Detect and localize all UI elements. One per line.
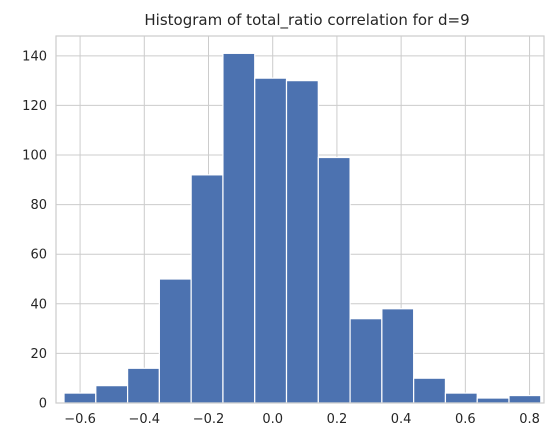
y-tick-label: 100 bbox=[22, 149, 47, 164]
histogram-bar bbox=[508, 394, 542, 404]
histogram-bar bbox=[63, 392, 97, 404]
y-tick-label: 40 bbox=[30, 297, 47, 312]
histogram-bar bbox=[95, 385, 129, 404]
histogram-bar bbox=[285, 80, 319, 404]
y-tick-label: 20 bbox=[30, 347, 47, 362]
x-tick-label: 0.4 bbox=[391, 412, 412, 427]
x-tick-label: −0.4 bbox=[129, 412, 161, 427]
chart-title: Histogram of total_ratio correlation for… bbox=[144, 11, 469, 30]
x-tick-label: 0.0 bbox=[262, 412, 283, 427]
x-tick-label: −0.6 bbox=[64, 412, 96, 427]
histogram-bar bbox=[222, 52, 256, 404]
histogram-bar bbox=[444, 392, 478, 404]
histogram-bar bbox=[190, 174, 224, 404]
x-tick-label: 0.2 bbox=[327, 412, 348, 427]
histogram-bar bbox=[158, 278, 192, 404]
y-tick-label: 140 bbox=[22, 49, 47, 64]
histogram-bar bbox=[381, 308, 415, 404]
y-tick-label: 0 bbox=[39, 397, 47, 412]
y-axis-ticks: 0 20 40 60 80 100 120 140 bbox=[22, 49, 47, 411]
histogram-bar bbox=[476, 397, 510, 404]
y-tick-label: 80 bbox=[30, 198, 47, 213]
histogram-bar bbox=[349, 318, 383, 404]
y-tick-label: 60 bbox=[30, 248, 47, 263]
histogram-bar bbox=[317, 156, 351, 404]
histogram-bar bbox=[254, 77, 288, 404]
x-tick-label: −0.2 bbox=[193, 412, 225, 427]
plot-frame bbox=[55, 35, 545, 404]
histogram-bar bbox=[126, 367, 160, 404]
histogram-bar bbox=[413, 377, 447, 404]
x-tick-label: 0.8 bbox=[519, 412, 540, 427]
x-tick-label: 0.6 bbox=[455, 412, 476, 427]
x-axis-ticks: −0.6 −0.4 −0.2 0.0 0.2 0.4 0.6 0.8 bbox=[64, 412, 540, 427]
y-tick-label: 120 bbox=[22, 99, 47, 114]
